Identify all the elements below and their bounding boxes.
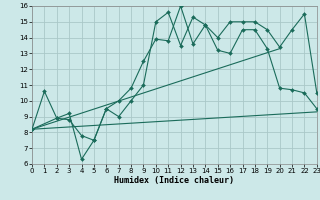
- X-axis label: Humidex (Indice chaleur): Humidex (Indice chaleur): [115, 176, 234, 185]
